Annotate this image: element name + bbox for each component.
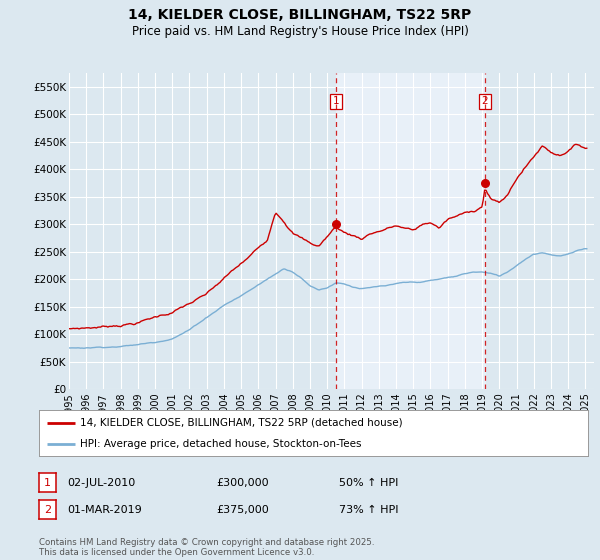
Text: 1: 1 xyxy=(44,478,51,488)
Point xyxy=(331,220,341,228)
Point xyxy=(480,179,490,188)
Text: 50% ↑ HPI: 50% ↑ HPI xyxy=(339,478,398,488)
Text: Contains HM Land Registry data © Crown copyright and database right 2025.
This d: Contains HM Land Registry data © Crown c… xyxy=(39,538,374,557)
Text: 14, KIELDER CLOSE, BILLINGHAM, TS22 5RP (detached house): 14, KIELDER CLOSE, BILLINGHAM, TS22 5RP … xyxy=(80,418,403,428)
Bar xyxy=(336,73,485,389)
Text: 14, KIELDER CLOSE, BILLINGHAM, TS22 5RP: 14, KIELDER CLOSE, BILLINGHAM, TS22 5RP xyxy=(128,8,472,22)
Text: £375,000: £375,000 xyxy=(216,505,269,515)
Text: 1: 1 xyxy=(332,96,339,106)
Text: Price paid vs. HM Land Registry's House Price Index (HPI): Price paid vs. HM Land Registry's House … xyxy=(131,25,469,38)
Text: 2: 2 xyxy=(482,96,488,106)
Text: £300,000: £300,000 xyxy=(216,478,269,488)
Text: 73% ↑ HPI: 73% ↑ HPI xyxy=(339,505,398,515)
Text: 2: 2 xyxy=(44,505,51,515)
Text: 01-MAR-2019: 01-MAR-2019 xyxy=(67,505,142,515)
Text: 02-JUL-2010: 02-JUL-2010 xyxy=(67,478,136,488)
Text: HPI: Average price, detached house, Stockton-on-Tees: HPI: Average price, detached house, Stoc… xyxy=(80,439,362,449)
